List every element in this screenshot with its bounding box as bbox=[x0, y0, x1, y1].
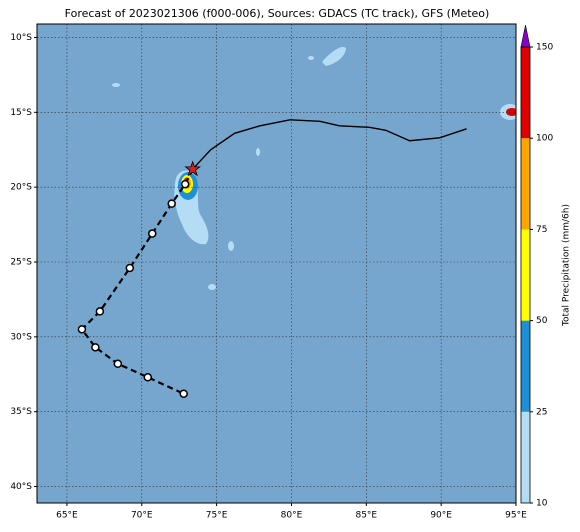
y-tick-label: 40°S bbox=[10, 482, 32, 492]
forecast-point bbox=[143, 373, 153, 382]
forecast-point bbox=[125, 263, 135, 273]
x-tick-label: 85°E bbox=[355, 511, 377, 521]
forecast-point bbox=[91, 343, 100, 352]
forecast-track bbox=[80, 168, 194, 395]
rain-area bbox=[506, 108, 516, 116]
x-tick-label: 95°E bbox=[505, 511, 527, 521]
colorbar-segment bbox=[521, 320, 530, 412]
rain-area bbox=[208, 284, 216, 290]
map-title: Forecast of 2023021306 (f000-006), Sourc… bbox=[65, 7, 490, 20]
colorbar-tick-label: 25 bbox=[536, 407, 547, 417]
x-tick-label: 90°E bbox=[430, 511, 452, 521]
colorbar-segment bbox=[521, 138, 530, 230]
forecast-point bbox=[148, 229, 157, 238]
x-tick-label: 80°E bbox=[281, 511, 303, 521]
colorbar-tick-label: 50 bbox=[536, 316, 548, 326]
rain-area bbox=[228, 241, 234, 251]
ocean bbox=[37, 24, 516, 503]
y-tick-label: 30°S bbox=[10, 332, 32, 342]
forecast-point bbox=[167, 199, 176, 208]
y-tick-label: 10°S bbox=[10, 33, 32, 43]
rain-area bbox=[322, 46, 346, 66]
colorbar-tick-label: 75 bbox=[536, 225, 547, 235]
y-tick-label: 20°S bbox=[10, 183, 32, 193]
observed-track bbox=[192, 119, 467, 170]
forecast-point bbox=[95, 307, 105, 316]
rain-area bbox=[112, 83, 120, 87]
forecast-point bbox=[113, 359, 123, 369]
colorbar-label: Total Precipitation (mm/6h) bbox=[562, 204, 572, 327]
x-tick-label: 75°E bbox=[206, 511, 228, 521]
y-tick-label: 35°S bbox=[10, 407, 32, 417]
colorbar-segment bbox=[521, 411, 530, 503]
colorbar-tick-label: 100 bbox=[536, 134, 553, 144]
current-position bbox=[184, 160, 201, 177]
colorbar-tick-label: 10 bbox=[536, 499, 548, 509]
rain-area bbox=[256, 148, 260, 156]
colorbar-extension bbox=[520, 24, 531, 48]
colorbar-segment bbox=[521, 229, 530, 321]
forecast-point bbox=[179, 389, 188, 398]
forecast-point bbox=[77, 325, 87, 334]
x-tick-label: 65°E bbox=[56, 511, 78, 521]
forecast-point bbox=[180, 179, 190, 189]
rain-area bbox=[308, 56, 314, 60]
y-tick-label: 15°S bbox=[10, 108, 32, 118]
x-tick-label: 70°E bbox=[131, 511, 153, 521]
colorbar-frame bbox=[520, 46, 531, 504]
y-tick-label: 25°S bbox=[10, 258, 32, 268]
colorbar-tick-label: 150 bbox=[536, 43, 553, 53]
colorbar-segment bbox=[521, 47, 530, 139]
map-frame bbox=[36, 23, 517, 504]
